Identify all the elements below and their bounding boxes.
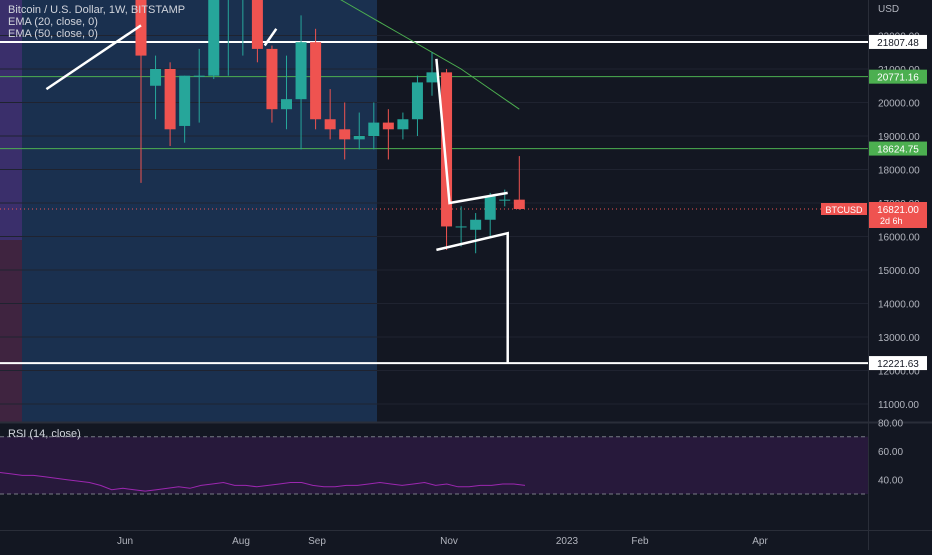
level-price-tag xyxy=(869,34,927,49)
candle-body[interactable] xyxy=(411,82,423,120)
current-price-value: 16821.00 xyxy=(877,205,919,216)
level-price-tag xyxy=(869,356,927,371)
candle-body[interactable] xyxy=(266,48,278,110)
ema20-legend[interactable]: EMA (20, close, 0) xyxy=(8,16,98,28)
rsi-legend[interactable]: RSI (14, close) xyxy=(8,428,81,440)
time-axis-label: Sep xyxy=(308,536,326,547)
time-axis-label: Apr xyxy=(752,536,768,547)
candle-body[interactable] xyxy=(353,136,365,140)
symbol-title[interactable]: Bitcoin / U.S. Dollar, 1W, BITSTAMP xyxy=(8,4,186,16)
time-axis-label: Jun xyxy=(117,536,133,547)
candle-body[interactable] xyxy=(339,129,351,140)
trendline-drawing[interactable] xyxy=(45,24,142,91)
level-price-label: 12221.63 xyxy=(877,359,919,370)
candle-body[interactable] xyxy=(455,226,467,228)
candle-body[interactable] xyxy=(310,42,322,120)
candle-body[interactable] xyxy=(397,119,409,130)
candle-body[interactable] xyxy=(368,122,380,136)
countdown-label: 2d 6h xyxy=(880,216,903,226)
time-axis-label: Nov xyxy=(440,536,458,547)
candle-body[interactable] xyxy=(251,0,263,49)
rsi-tick-label: 80.00 xyxy=(878,418,903,429)
session-left-lower xyxy=(0,240,22,422)
trendline-drawing[interactable] xyxy=(263,28,278,47)
candle-body[interactable] xyxy=(281,99,292,110)
candle-body[interactable] xyxy=(193,75,205,77)
candle-body[interactable] xyxy=(470,219,482,230)
candle-body[interactable] xyxy=(324,119,336,130)
candle-body[interactable] xyxy=(382,122,394,130)
current-price-tag xyxy=(869,201,927,228)
candle-body[interactable] xyxy=(441,72,453,227)
chart-legend: Bitcoin / U.S. Dollar, 1W, BITSTAMP EMA … xyxy=(8,4,185,40)
candle-body[interactable] xyxy=(295,42,307,100)
level-price-tag xyxy=(869,69,927,84)
time-axis-label: Feb xyxy=(631,536,649,547)
trendline-drawing[interactable] xyxy=(435,58,508,205)
candle-body[interactable] xyxy=(484,196,496,220)
ema50-line xyxy=(340,0,520,110)
candle-body[interactable] xyxy=(135,0,147,56)
ema50-legend[interactable]: EMA (50, close, 0) xyxy=(8,28,98,40)
price-tick-label: 13000.00 xyxy=(878,333,920,344)
time-axis-label: 2023 xyxy=(556,536,579,547)
symbol-tag-label: BTCUSD xyxy=(825,205,863,215)
price-tick-label: 20000.00 xyxy=(878,99,920,110)
level-price-tag xyxy=(869,141,927,156)
level-price-label: 21807.48 xyxy=(877,38,919,49)
price-tick-label: 19000.00 xyxy=(878,132,920,143)
currency-label: USD xyxy=(878,4,899,15)
rsi-tick-label: 60.00 xyxy=(878,447,903,458)
symbol-tag xyxy=(821,202,867,215)
candle-body[interactable] xyxy=(499,199,511,201)
candle-body[interactable] xyxy=(179,75,191,126)
rsi-line xyxy=(0,472,526,492)
time-axis-label: Aug xyxy=(232,536,250,547)
level-price-label: 20771.16 xyxy=(877,73,919,84)
candle-body[interactable] xyxy=(164,69,176,130)
rsi-tick-label: 40.00 xyxy=(878,476,903,487)
price-tick-label: 12000.00 xyxy=(878,367,920,378)
candle-body[interactable] xyxy=(426,72,438,83)
price-tick-label: 18000.00 xyxy=(878,166,920,177)
price-tick-label: 14000.00 xyxy=(878,300,920,311)
rsi-band-fill xyxy=(0,436,868,495)
candle-body[interactable] xyxy=(208,0,220,76)
candle-body[interactable] xyxy=(150,69,162,86)
candle-body[interactable] xyxy=(513,199,525,209)
price-tick-label: 16000.00 xyxy=(878,233,920,244)
price-tick-label: 15000.00 xyxy=(878,266,920,277)
level-price-label: 18624.75 xyxy=(877,145,919,156)
session-left-upper xyxy=(0,0,22,240)
price-tick-label: 11000.00 xyxy=(878,400,919,411)
trendline-drawing[interactable] xyxy=(436,231,509,364)
